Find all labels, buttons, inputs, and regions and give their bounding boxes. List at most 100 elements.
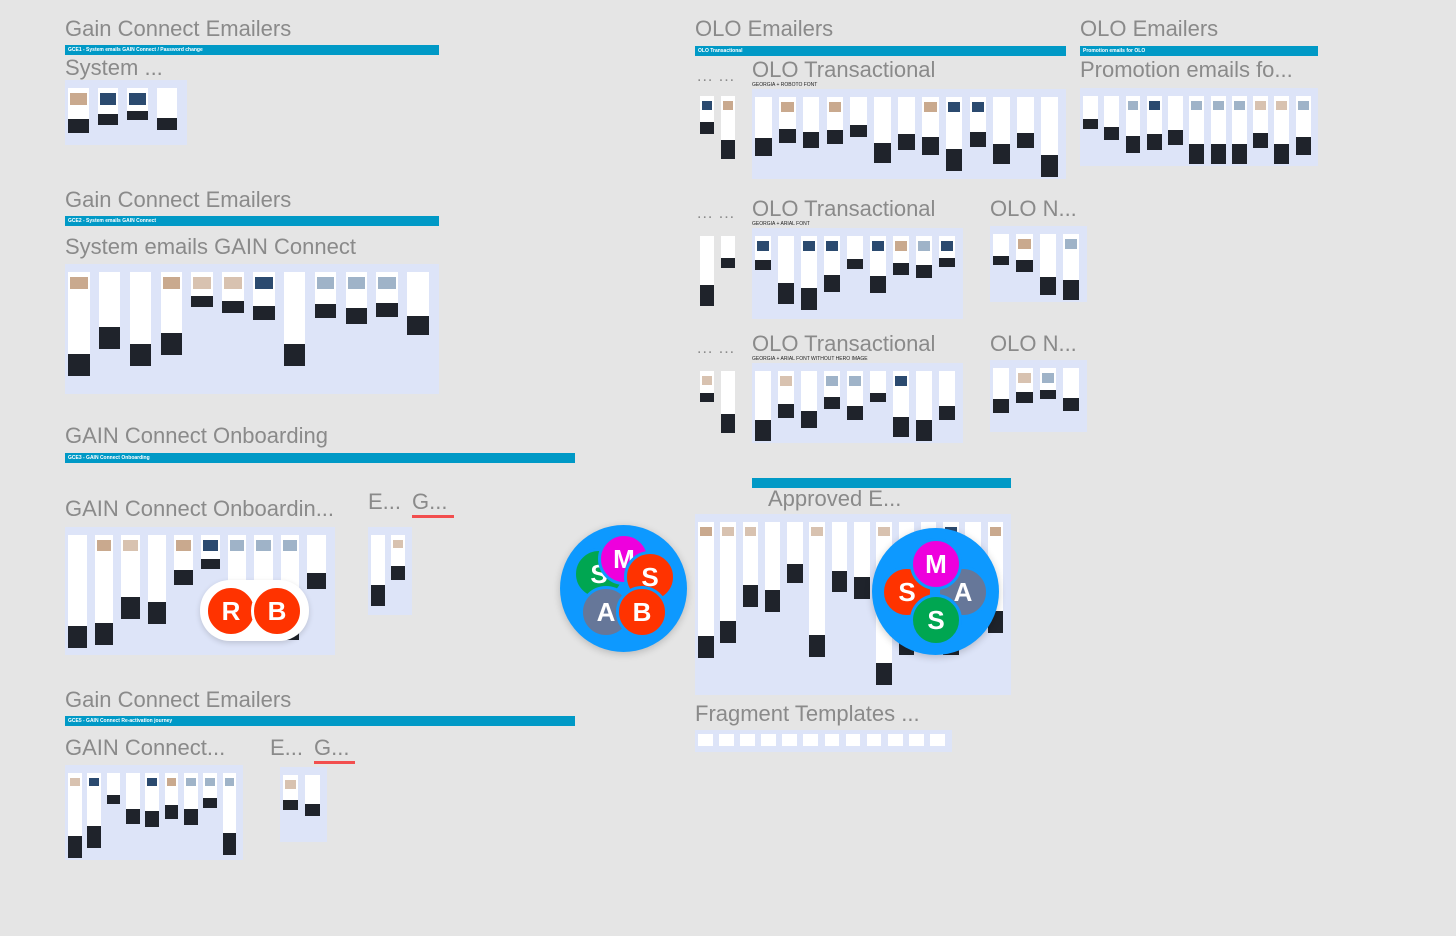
email-thumbnail[interactable] xyxy=(126,773,140,825)
email-thumbnail[interactable] xyxy=(847,371,864,421)
email-thumbnail[interactable] xyxy=(824,371,841,409)
frame-title-fragments[interactable]: Fragment Templates ... xyxy=(695,701,920,726)
email-thumbnail[interactable] xyxy=(94,535,114,645)
email-thumbnail[interactable] xyxy=(831,522,848,593)
section-title-olo[interactable]: OLO Emailers xyxy=(695,16,834,41)
email-thumbnail[interactable] xyxy=(887,734,903,746)
section-banner-gce3[interactable]: GCE3 - GAIN Connect Onboarding xyxy=(65,453,575,463)
email-thumbnail[interactable] xyxy=(755,371,772,441)
section-banner-approved[interactable] xyxy=(752,478,1011,488)
email-thumbnail[interactable] xyxy=(345,272,368,325)
email-frame[interactable] xyxy=(65,765,243,860)
email-thumbnail[interactable] xyxy=(803,734,819,746)
email-thumbnail[interactable] xyxy=(824,236,841,292)
section-title-gce3[interactable]: GAIN Connect Onboarding xyxy=(65,423,328,448)
email-thumbnail[interactable] xyxy=(700,371,715,402)
frame-title-gce3[interactable]: GAIN Connect Onboardin... xyxy=(65,496,335,521)
email-thumbnail[interactable] xyxy=(908,734,924,746)
section-banner-promo[interactable]: Promotion emails for OLO xyxy=(1080,46,1318,56)
email-thumbnail[interactable] xyxy=(1039,234,1056,296)
email-thumbnail[interactable] xyxy=(939,236,956,268)
email-thumbnail[interactable] xyxy=(376,272,398,317)
frame-title-approved[interactable]: Approved E... xyxy=(768,486,902,511)
email-thumbnail[interactable] xyxy=(874,97,891,164)
collaborator-stack[interactable]: S A M S B xyxy=(560,525,687,652)
collaborator-stack[interactable]: S A M S xyxy=(872,528,999,655)
email-thumbnail[interactable] xyxy=(720,371,735,433)
fragment-frame[interactable] xyxy=(695,730,952,752)
email-thumbnail[interactable] xyxy=(201,535,220,570)
email-thumbnail[interactable] xyxy=(698,522,714,659)
email-thumbnail[interactable] xyxy=(782,734,798,746)
frame-title-promo[interactable]: Promotion emails fo... xyxy=(1080,57,1293,82)
email-thumbnail[interactable] xyxy=(939,371,956,421)
email-frame[interactable] xyxy=(752,228,963,319)
email-thumbnail[interactable] xyxy=(719,734,734,746)
email-thumbnail[interactable] xyxy=(1125,96,1141,154)
email-thumbnail[interactable] xyxy=(993,97,1011,165)
email-thumbnail[interactable] xyxy=(700,96,715,134)
collaborator-pill[interactable]: R B xyxy=(200,580,309,641)
email-thumbnail[interactable] xyxy=(866,734,882,746)
email-thumbnail[interactable] xyxy=(174,535,193,586)
frame-title-gce1[interactable]: System ... xyxy=(65,55,163,80)
frame-title-e[interactable]: E... xyxy=(368,489,402,514)
email-frame[interactable] xyxy=(65,80,187,145)
email-thumbnail[interactable] xyxy=(802,97,820,148)
avatar[interactable]: R xyxy=(205,585,257,637)
frame-title-g[interactable]: G... xyxy=(314,735,350,760)
email-thumbnail[interactable] xyxy=(314,272,337,319)
email-thumbnail[interactable] xyxy=(1039,368,1056,400)
email-thumbnail[interactable] xyxy=(929,734,945,746)
email-thumbnail[interactable] xyxy=(1274,96,1290,164)
email-frame[interactable] xyxy=(65,264,439,394)
email-thumbnail[interactable] xyxy=(740,734,755,746)
section-title-gce5[interactable]: Gain Connect Emailers xyxy=(65,687,292,712)
email-thumbnail[interactable] xyxy=(68,88,89,133)
avatar[interactable]: B xyxy=(251,585,303,637)
section-title-promo[interactable]: OLO Emailers xyxy=(1080,16,1219,41)
email-thumbnail[interactable] xyxy=(698,734,713,746)
email-thumbnail[interactable] xyxy=(283,272,306,366)
email-thumbnail[interactable] xyxy=(1231,96,1247,164)
email-thumbnail[interactable] xyxy=(1253,96,1269,149)
email-thumbnail[interactable] xyxy=(1062,234,1080,300)
email-thumbnail[interactable] xyxy=(156,88,178,131)
email-thumbnail[interactable] xyxy=(845,734,861,746)
email-thumbnail[interactable] xyxy=(1104,96,1120,140)
email-thumbnail[interactable] xyxy=(253,272,275,320)
section-title-gce2[interactable]: Gain Connect Emailers xyxy=(65,187,292,212)
email-thumbnail[interactable] xyxy=(778,236,795,304)
email-thumbnail[interactable] xyxy=(1017,97,1034,148)
email-thumbnail[interactable] xyxy=(1295,96,1311,155)
email-thumbnail[interactable] xyxy=(755,236,772,271)
email-thumbnail[interactable] xyxy=(127,88,148,121)
email-thumbnail[interactable] xyxy=(826,97,844,145)
email-thumbnail[interactable] xyxy=(283,775,299,811)
email-thumbnail[interactable] xyxy=(921,97,939,155)
frame-title-olo-3[interactable]: OLO Transactional xyxy=(752,331,936,356)
email-frame[interactable] xyxy=(990,226,1087,302)
email-thumbnail[interactable] xyxy=(1168,96,1183,145)
section-banner-gce2[interactable]: GCE2 - System emails GAIN Connect xyxy=(65,216,439,226)
email-thumbnail[interactable] xyxy=(720,522,736,644)
email-frame[interactable] xyxy=(280,767,327,842)
email-thumbnail[interactable] xyxy=(1083,96,1098,130)
email-thumbnail[interactable] xyxy=(778,371,795,418)
email-thumbnail[interactable] xyxy=(97,88,119,126)
section-banner-olo[interactable]: OLO Transactional xyxy=(695,46,1066,56)
frame-title-olo-1[interactable]: OLO Transactional xyxy=(752,57,936,82)
email-thumbnail[interactable] xyxy=(720,96,735,160)
section-banner-gce1[interactable]: GCE1 - System emails GAIN Connect / Pass… xyxy=(65,45,439,55)
email-thumbnail[interactable] xyxy=(847,236,864,269)
email-thumbnail[interactable] xyxy=(68,773,82,858)
email-thumbnail[interactable] xyxy=(68,535,87,649)
email-thumbnail[interactable] xyxy=(121,535,140,620)
email-thumbnail[interactable] xyxy=(371,535,385,606)
email-frame[interactable] xyxy=(1080,88,1318,166)
email-thumbnail[interactable] xyxy=(1210,96,1226,164)
email-thumbnail[interactable] xyxy=(787,522,803,583)
email-thumbnail[interactable] xyxy=(801,371,818,429)
email-thumbnail[interactable] xyxy=(870,371,887,403)
email-thumbnail[interactable] xyxy=(993,234,1010,266)
